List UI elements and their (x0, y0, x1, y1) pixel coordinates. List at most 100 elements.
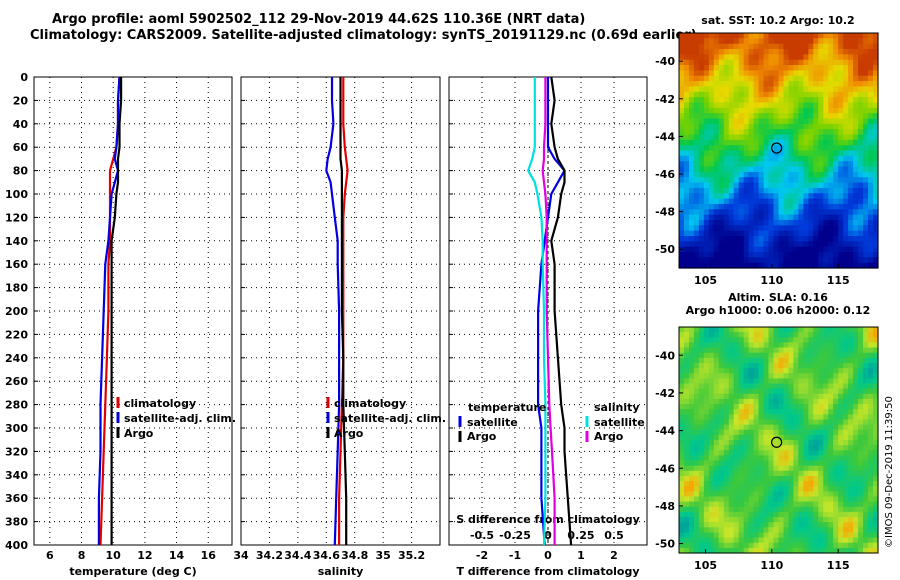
sla-map-cell (703, 429, 710, 436)
sla-map-cell (843, 501, 849, 508)
sst-map-cell (868, 198, 874, 205)
sla-map-cell (873, 532, 879, 539)
sst-map-cell (848, 193, 854, 200)
sla-map-cell (858, 465, 864, 472)
sst-map-cell (758, 97, 765, 103)
sst-map-cell (858, 49, 864, 55)
sst-map-cell (684, 166, 690, 173)
sla-map-cell (793, 414, 799, 420)
sla-map-cell (723, 357, 730, 364)
sst-map-cell (684, 65, 690, 71)
sst-map-cell (723, 225, 730, 232)
sla-map-cell (793, 522, 799, 528)
sst-map-cell (748, 102, 755, 109)
sst-map-cell (743, 38, 750, 45)
sla-map-cell (848, 414, 854, 420)
sst-map-cell (868, 59, 874, 66)
sla-map-cell (858, 496, 864, 503)
sla-map-cell (708, 357, 715, 364)
sla-map-cell (863, 337, 869, 343)
sla-map-cell (798, 429, 804, 436)
sst-map-cell (684, 214, 690, 221)
sst-map-cell (728, 65, 735, 71)
sst-map-cell (689, 86, 695, 93)
sst-map-cell (808, 187, 814, 194)
sst-map-cell (793, 33, 799, 39)
sst-map-cell (773, 33, 780, 39)
sla-map-cell (758, 537, 765, 544)
sla-map-cell (833, 404, 839, 410)
sst-map-cell (833, 33, 839, 39)
sst-map-cell (778, 129, 785, 135)
sst-map-cell (728, 43, 735, 50)
sla-map-cell (698, 393, 705, 400)
sla-map-cell (718, 378, 725, 385)
sla-map-cell (703, 517, 710, 523)
sla-map-cell (738, 419, 745, 426)
sst-map-cell (853, 97, 859, 103)
sla-map-cell (684, 363, 690, 369)
sla-map-cell (708, 476, 715, 482)
sla-map-cell (753, 465, 760, 472)
sla-map-cell (858, 511, 864, 518)
sla-map-cell (738, 465, 745, 472)
sla-map-cell (689, 419, 695, 426)
sst-map-cell (738, 155, 745, 162)
sla-map-cell (818, 506, 824, 513)
sst-map-cell (808, 214, 814, 221)
sst-map-cell (858, 145, 864, 152)
sst-map-cell (743, 155, 750, 162)
sla-map-cell (873, 537, 879, 544)
sla-map-cell (838, 527, 844, 533)
sst-map-cell (708, 187, 715, 194)
sla-map-cell (684, 455, 690, 462)
sla-map-cell (833, 445, 839, 451)
sst-map-cell (803, 43, 809, 50)
sla-map-cell (808, 424, 814, 431)
sla-map-cell (733, 404, 740, 410)
sla-map-cell (748, 352, 755, 359)
sla-map-cell (733, 517, 740, 523)
sst-map-cell (793, 155, 799, 162)
sst-map-cell (743, 65, 750, 71)
sst-map-cell (773, 97, 780, 103)
sst-map-cell (689, 118, 695, 125)
sst-map-cell (823, 219, 829, 226)
sst-map-cell (708, 214, 715, 221)
sla-map-cell (733, 342, 740, 349)
sst-map-cell (798, 262, 804, 269)
sla-map-cell (684, 393, 690, 400)
sst-map-cell (743, 145, 750, 152)
sla-map-cell (738, 347, 745, 354)
sla-map-cell (733, 424, 740, 431)
sst-map-cell (783, 150, 790, 157)
sst-map-cell (823, 257, 829, 264)
sla-map-cell (823, 409, 829, 415)
sst-map-cell (793, 257, 799, 264)
sla-map-cell (728, 352, 735, 359)
sla-map-cell (723, 409, 730, 415)
sla-map-cell (684, 357, 690, 364)
sst-map-cell (718, 209, 725, 216)
sla-map-cell (793, 532, 799, 539)
sla-map-cell (808, 481, 814, 487)
sla-map-cell (848, 491, 854, 498)
sst-map-cell (679, 198, 685, 205)
sst-map-cell (748, 209, 755, 216)
sla-map-cell (783, 337, 790, 343)
sla-map-cell (689, 373, 695, 379)
sst-map-cell (723, 150, 730, 157)
sst-map-cell (743, 129, 750, 135)
sla-map-cell (813, 414, 819, 420)
sst-map-cell (783, 182, 790, 189)
sla-map-cell (708, 450, 715, 456)
sst-map-cell (823, 43, 829, 50)
sst-map-cell (679, 155, 685, 162)
sla-map-cell (733, 337, 740, 343)
sla-map-cell (853, 388, 859, 395)
sst-map-cell (679, 139, 685, 146)
sla-map-cell (783, 357, 790, 364)
sla-map-cell (689, 455, 695, 462)
sst-map-cell (833, 252, 839, 258)
sst-map-cell (873, 214, 879, 221)
